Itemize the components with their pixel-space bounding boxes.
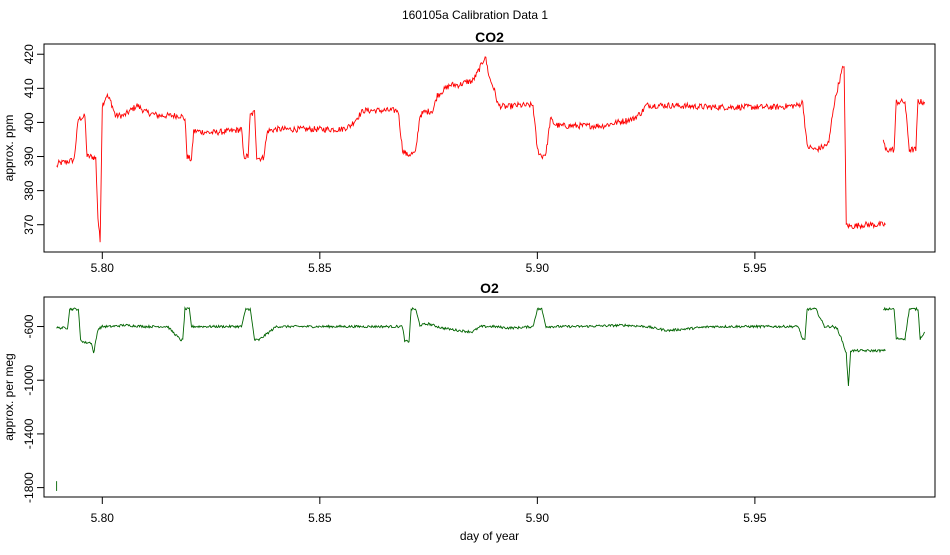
y-tick-label: 400 — [22, 112, 36, 132]
figure-suptitle: 160105a Calibration Data 1 — [402, 8, 548, 22]
x-tick-label: 5.80 — [91, 261, 115, 275]
x-tick-label: 5.90 — [526, 261, 550, 275]
y-tick-label: -600 — [22, 314, 36, 338]
x-tick-label: 5.85 — [308, 511, 332, 525]
series-line-1 — [56, 306, 886, 386]
series-line-2 — [883, 306, 925, 341]
panel-title: CO2 — [475, 29, 504, 45]
series-line-2 — [882, 97, 925, 154]
x-tick-label: 5.80 — [91, 511, 115, 525]
y-tick-label: 410 — [22, 78, 36, 98]
plot-frame — [43, 43, 936, 253]
y-axis-label: approx. per meg — [2, 353, 16, 440]
chart-panel-1: CO2 5.80 5.85 5.90 5.95 370 380 390 400 410 420 app… — [2, 29, 936, 275]
y-tick-label: 370 — [22, 214, 36, 234]
x-axis-label: day of year — [460, 529, 519, 543]
y-tick-label: 380 — [22, 180, 36, 200]
y-tick-label: -1800 — [22, 472, 36, 503]
panel-title: O2 — [480, 280, 499, 296]
chart-panel-2: O2 5.80 5.85 5.90 5.95 -1800 -1400 -1000 -600 app… — [2, 280, 936, 543]
x-tick-label: 5.90 — [526, 511, 550, 525]
y-tick-label: -1400 — [22, 418, 36, 449]
x-tick-label: 5.95 — [743, 511, 767, 525]
x-tick-label: 5.95 — [743, 261, 767, 275]
series-line-1 — [56, 56, 886, 243]
y-tick-label: 420 — [22, 44, 36, 64]
y-tick-label: 390 — [22, 146, 36, 166]
y-axis-label: approx. ppm — [2, 115, 16, 182]
x-tick-label: 5.85 — [308, 261, 332, 275]
y-tick-label: -1000 — [22, 365, 36, 396]
